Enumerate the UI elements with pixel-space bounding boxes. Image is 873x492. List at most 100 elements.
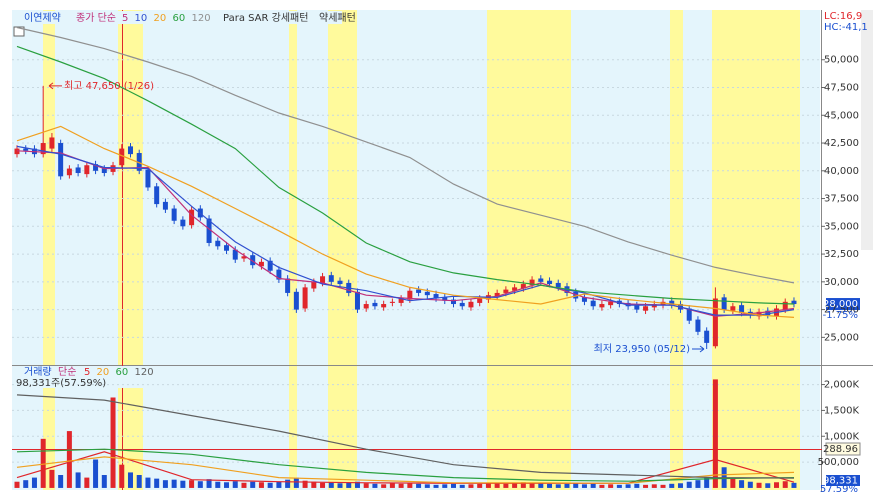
candle-body xyxy=(477,298,483,303)
volume-bar xyxy=(285,479,291,488)
candle-body xyxy=(704,330,710,343)
volume-bar xyxy=(136,475,142,488)
volume-bar xyxy=(651,484,657,488)
volume-bar xyxy=(110,397,116,488)
legend-bg xyxy=(12,11,342,24)
volume-bar xyxy=(276,481,282,488)
candle-body xyxy=(154,186,160,205)
volume-bar xyxy=(363,483,369,488)
panel-icon[interactable] xyxy=(13,26,25,37)
legend-sar: 약세패턴 xyxy=(319,12,356,24)
volume-bar xyxy=(608,484,614,488)
candle-body xyxy=(669,300,675,306)
y-tick-label: 30,000 xyxy=(824,277,859,288)
candle-body xyxy=(529,279,535,286)
volume-bar xyxy=(747,481,753,488)
y-tick-label: 50,000 xyxy=(824,55,859,66)
volume-bar xyxy=(293,477,299,488)
volume-bar xyxy=(459,484,465,488)
volume-bar xyxy=(267,482,273,488)
volume-bar xyxy=(75,472,81,488)
candle-body xyxy=(372,302,378,307)
volume-bar xyxy=(84,477,90,488)
volume-bar xyxy=(58,475,64,488)
y-tick-label: 35,000 xyxy=(824,221,859,232)
candle-body xyxy=(643,306,649,311)
candle-body xyxy=(712,298,718,347)
legend-entry: 5 xyxy=(84,367,90,378)
candle-body xyxy=(765,310,771,316)
volume-bar xyxy=(520,482,526,488)
candle-body xyxy=(58,143,64,177)
volume-bar xyxy=(677,483,683,488)
candle-body xyxy=(494,292,500,297)
candle-body xyxy=(782,301,788,310)
volume-bar xyxy=(529,482,535,488)
candle-body xyxy=(145,169,151,188)
volume-bar xyxy=(398,483,404,488)
toolbar[interactable] xyxy=(861,10,873,250)
candle-body xyxy=(608,301,614,306)
volume-bar xyxy=(756,482,762,488)
ma-line xyxy=(16,125,795,318)
candle-body xyxy=(634,305,640,310)
candle-body xyxy=(695,319,701,332)
volume-bar xyxy=(127,472,133,488)
volume-bar xyxy=(494,482,500,488)
volume-bar xyxy=(189,480,195,488)
legend-entry: 120 xyxy=(192,13,211,24)
legend-entry: 20 xyxy=(97,367,110,378)
candle-body xyxy=(84,165,90,175)
volume-bar xyxy=(250,481,256,488)
volume-bar xyxy=(765,483,771,488)
legend-label: 종가 단순 xyxy=(76,12,116,24)
right-label: 288.96 xyxy=(823,444,858,455)
volume-bar xyxy=(555,484,561,488)
legend-entry: 60 xyxy=(116,367,129,378)
volume-bar xyxy=(791,482,797,488)
candle-body xyxy=(285,278,291,293)
volume-bar xyxy=(616,484,622,488)
candle-body xyxy=(93,164,99,171)
candle-body xyxy=(267,260,273,271)
candle-body xyxy=(555,282,561,288)
top-right: HC:-41,1 xyxy=(824,22,868,33)
candle-body xyxy=(23,148,29,151)
candle-body xyxy=(276,269,282,280)
candle-body xyxy=(250,255,256,266)
candle-body xyxy=(686,308,692,321)
volume-bar xyxy=(547,483,553,488)
volume-bar xyxy=(101,475,107,488)
candle-body xyxy=(739,305,745,313)
y-tick-label: 1,500K xyxy=(824,405,860,416)
candle-body xyxy=(101,168,107,174)
right-label: 98,331 xyxy=(823,476,858,487)
candle-body xyxy=(389,301,395,303)
volume-bar xyxy=(93,459,99,488)
legend-entry: 120 xyxy=(135,367,154,378)
legend-entry: 60 xyxy=(173,13,186,24)
candle-body xyxy=(189,209,195,226)
candle-body xyxy=(730,306,736,311)
top-right: LC:16,9 xyxy=(824,11,862,22)
volume-bar xyxy=(40,438,46,488)
legend-entry: 5 xyxy=(122,13,128,24)
volume-bar xyxy=(730,477,736,488)
volume-bar xyxy=(599,484,605,488)
legend-title: 거래량 xyxy=(24,366,52,378)
ma-line xyxy=(16,26,795,284)
candle-body xyxy=(311,281,317,289)
candle-body xyxy=(538,278,544,282)
candle-body xyxy=(40,143,46,155)
volume-bar xyxy=(145,477,151,488)
volume-bar xyxy=(337,483,343,488)
volume-bar xyxy=(712,379,718,488)
candle-body xyxy=(651,304,657,308)
y-tick-label: 40,000 xyxy=(824,166,859,177)
ma-line xyxy=(16,145,795,316)
candle-body xyxy=(293,291,299,310)
y-tick-label: 47,500 xyxy=(824,83,859,94)
legend-label: 단순 xyxy=(58,366,76,378)
candle-body xyxy=(416,289,422,293)
volume-bar xyxy=(581,484,587,488)
